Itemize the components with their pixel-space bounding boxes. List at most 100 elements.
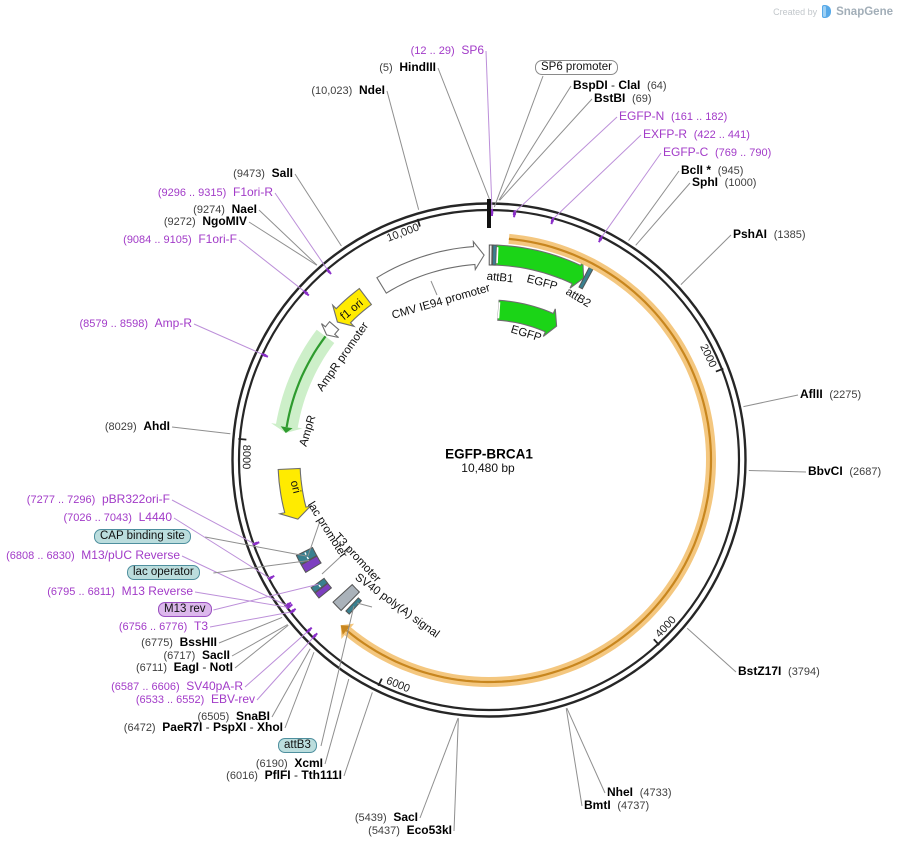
enzyme-name: PshAI xyxy=(733,227,768,241)
feature-ampr-promoter[interactable] xyxy=(320,320,340,339)
primer-label-m13-puc-reverse[interactable]: (6808 .. 6830) M13/pUC Reverse xyxy=(6,549,180,563)
feature-ori[interactable] xyxy=(277,467,313,520)
enzyme-label-paer7i-pspxi-xhoi[interactable]: (6472) PaeR7I - PspXI - XhoI xyxy=(123,720,283,735)
primer-name: M13/pUC Reverse xyxy=(81,548,180,562)
feature-label-egfp-copy[interactable]: EGFP xyxy=(509,323,543,345)
feature-label-f1-ori[interactable]: f1 ori xyxy=(338,297,366,323)
primer-label-exfp-r[interactable]: EXFP-R (422 .. 441) xyxy=(643,128,750,142)
feature-box-lac-operator[interactable]: lac operator xyxy=(127,565,200,580)
feature-egfp-copy[interactable] xyxy=(497,299,558,337)
feature-ampr[interactable] xyxy=(271,329,335,433)
enzyme-label-ahdi[interactable]: (8029) AhdI xyxy=(105,420,170,434)
feature-f1-ori[interactable] xyxy=(331,287,373,328)
enzyme-label-hindiii[interactable]: (5) HindIII xyxy=(379,61,436,75)
primer-name: EGFP-C xyxy=(663,145,709,159)
feature-box-cap-binding-site[interactable]: CAP binding site xyxy=(94,529,191,544)
enzyme-coords: (1385) xyxy=(773,229,806,241)
enzyme-label-snabi[interactable]: (6505) SnaBI xyxy=(198,710,270,724)
enzyme-label-eagi-noti[interactable]: (6711) EagI - NotI xyxy=(136,660,233,675)
primer-coords: (12 .. 29) xyxy=(410,45,455,57)
feature-label-attb1[interactable]: attB1 xyxy=(486,270,514,286)
primer-label-f1ori-r[interactable]: (9296 .. 9315) F1ori-R xyxy=(158,186,273,200)
branding: Created by SnapGene xyxy=(773,5,893,18)
enzyme-coords: (64) xyxy=(647,80,667,92)
primer-label-m13-reverse[interactable]: (6795 .. 6811) M13 Reverse xyxy=(47,585,193,599)
feature-box-m13-rev[interactable]: M13 rev xyxy=(158,602,212,617)
primer-label-egfp-n[interactable]: EGFP-N (161 .. 182) xyxy=(619,110,727,124)
enzyme-name: NaeI xyxy=(231,202,257,216)
primer-label-amp-r[interactable]: (8579 .. 8598) Amp-R xyxy=(79,317,192,331)
enzyme-label-pflfi-tth111i[interactable]: (6016) PflFI - Tth111I xyxy=(226,768,342,783)
enzyme-name: HindIII xyxy=(399,60,436,74)
feature-box-sp6-promoter[interactable]: SP6 promoter xyxy=(535,60,618,75)
primer-line-pbr322ori-f xyxy=(171,499,255,545)
enzyme-label-bbvci[interactable]: BbvCI (2687) xyxy=(808,465,881,479)
feature-attb1-pre[interactable] xyxy=(488,244,493,266)
feature-egfp[interactable] xyxy=(495,244,585,289)
primer-tick-pbr322ori-f xyxy=(252,541,260,546)
feature-ampr-head xyxy=(280,426,293,433)
enzyme-label-naei[interactable]: (9274) NaeI xyxy=(193,203,257,217)
enzyme-label-bmti[interactable]: BmtI (4737) xyxy=(584,799,649,813)
enzyme-label-bstbi[interactable]: BstBI (69) xyxy=(594,92,652,106)
feature-label-cmv-ie94-promoter[interactable]: CMV IE94 promoter xyxy=(390,282,492,322)
enzyme-name: Eco53kI xyxy=(406,823,452,837)
primer-label-sp6[interactable]: (12 .. 29) SP6 xyxy=(411,44,484,58)
feature-t3-site-teal-stripes xyxy=(317,583,322,588)
snapgene-brand: SnapGene xyxy=(836,5,893,18)
primer-label-f1ori-f[interactable]: (9084 .. 9105) F1ori-F xyxy=(123,233,237,247)
sv40-label-line xyxy=(356,602,373,608)
feature-label-ampr[interactable]: AmpR xyxy=(297,413,319,449)
feature-attb3-site[interactable] xyxy=(345,597,363,615)
box-line-m13-rev xyxy=(213,583,319,611)
primer-line-exfp-r xyxy=(552,134,642,220)
primer-label-l4440[interactable]: (7026 .. 7043) L4440 xyxy=(63,511,172,525)
enzyme-line-xcmi xyxy=(324,678,350,765)
primer-label-pbr322ori-f[interactable]: (7277 .. 7296) pBR322ori-F xyxy=(27,493,170,507)
feature-sv40-polya-signal[interactable] xyxy=(332,583,361,612)
primer-label-t3[interactable]: (6756 .. 6776) T3 xyxy=(119,620,208,634)
feature-box-attb3[interactable]: attB3 xyxy=(278,738,317,753)
feature-cmv-ie94-promoter[interactable] xyxy=(376,239,485,294)
primer-coords: (9296 .. 9315) xyxy=(157,187,227,199)
enzyme-label-eco53ki[interactable]: (5437) Eco53kI xyxy=(368,824,452,838)
enzyme-label-bcli[interactable]: BclI * (945) xyxy=(681,164,743,178)
enzyme-coords: (2275) xyxy=(829,389,862,401)
feature-label-ori[interactable]: ori xyxy=(287,479,303,495)
enzyme-coords: (6505) xyxy=(197,711,230,723)
enzyme-label-sphi[interactable]: SphI (1000) xyxy=(692,176,756,190)
enzyme-name: XhoI xyxy=(257,720,283,734)
enzyme-label-aflii[interactable]: AflII (2275) xyxy=(800,388,861,402)
enzyme-line-pflfi-tth111i xyxy=(343,692,373,777)
feature-lac-site-purple[interactable] xyxy=(300,555,322,574)
enzyme-label-xcmi[interactable]: (6190) XcmI xyxy=(256,757,323,771)
feature-egfp-copy-start-dash xyxy=(497,302,501,319)
feature-label-egfp[interactable]: EGFP xyxy=(525,273,559,293)
primer-tick-egfp-c xyxy=(598,235,603,243)
primer-name: SV40pA-R xyxy=(186,679,243,693)
feature-t3-site-purple[interactable] xyxy=(314,582,333,599)
enzyme-label-bspdi-clai[interactable]: BspDI - ClaI (64) xyxy=(573,78,667,93)
primer-coords: (6808 .. 6830) xyxy=(6,550,75,562)
primer-line-sv40pa-r xyxy=(244,630,309,688)
primer-coords: (6533 .. 6552) xyxy=(135,694,205,706)
enzyme-line-bstz17i xyxy=(686,627,737,673)
enzyme-label-pshai[interactable]: PshAI (1385) xyxy=(733,228,805,242)
enzyme-label-bstz17i[interactable]: BstZ17I (3794) xyxy=(738,665,820,679)
enzyme-label-ngomiv[interactable]: (9272) NgoMIV xyxy=(164,215,247,229)
feature-label-ampr-promoter[interactable]: AmpR promoter xyxy=(314,320,372,394)
enzyme-name: BmtI xyxy=(584,798,611,812)
primer-tick-f1ori-f xyxy=(302,289,310,297)
feature-label-attb2[interactable]: attB2 xyxy=(563,285,593,311)
primer-tick-l4440 xyxy=(267,575,275,581)
enzyme-label-sacii[interactable]: (6717) SacII xyxy=(164,649,231,663)
primer-label-ebv-rev[interactable]: (6533 .. 6552) EBV-rev xyxy=(136,693,255,707)
enzyme-label-ndei[interactable]: (10,023) NdeI xyxy=(311,84,385,98)
feature-label-sv40-polya-signal[interactable]: SV40 poly(A) signal xyxy=(352,571,442,641)
primer-label-egfp-c[interactable]: EGFP-C (769 .. 790) xyxy=(663,146,771,160)
enzyme-label-nhei[interactable]: NheI (4733) xyxy=(607,786,671,800)
primer-label-sv40pa-r[interactable]: (6587 .. 6606) SV40pA-R xyxy=(111,680,243,694)
enzyme-label-sali[interactable]: (9473) SalI xyxy=(233,167,293,181)
enzyme-label-saci[interactable]: (5439) SacI xyxy=(355,811,418,825)
enzyme-label-bsshii[interactable]: (6775) BssHII xyxy=(141,636,217,650)
